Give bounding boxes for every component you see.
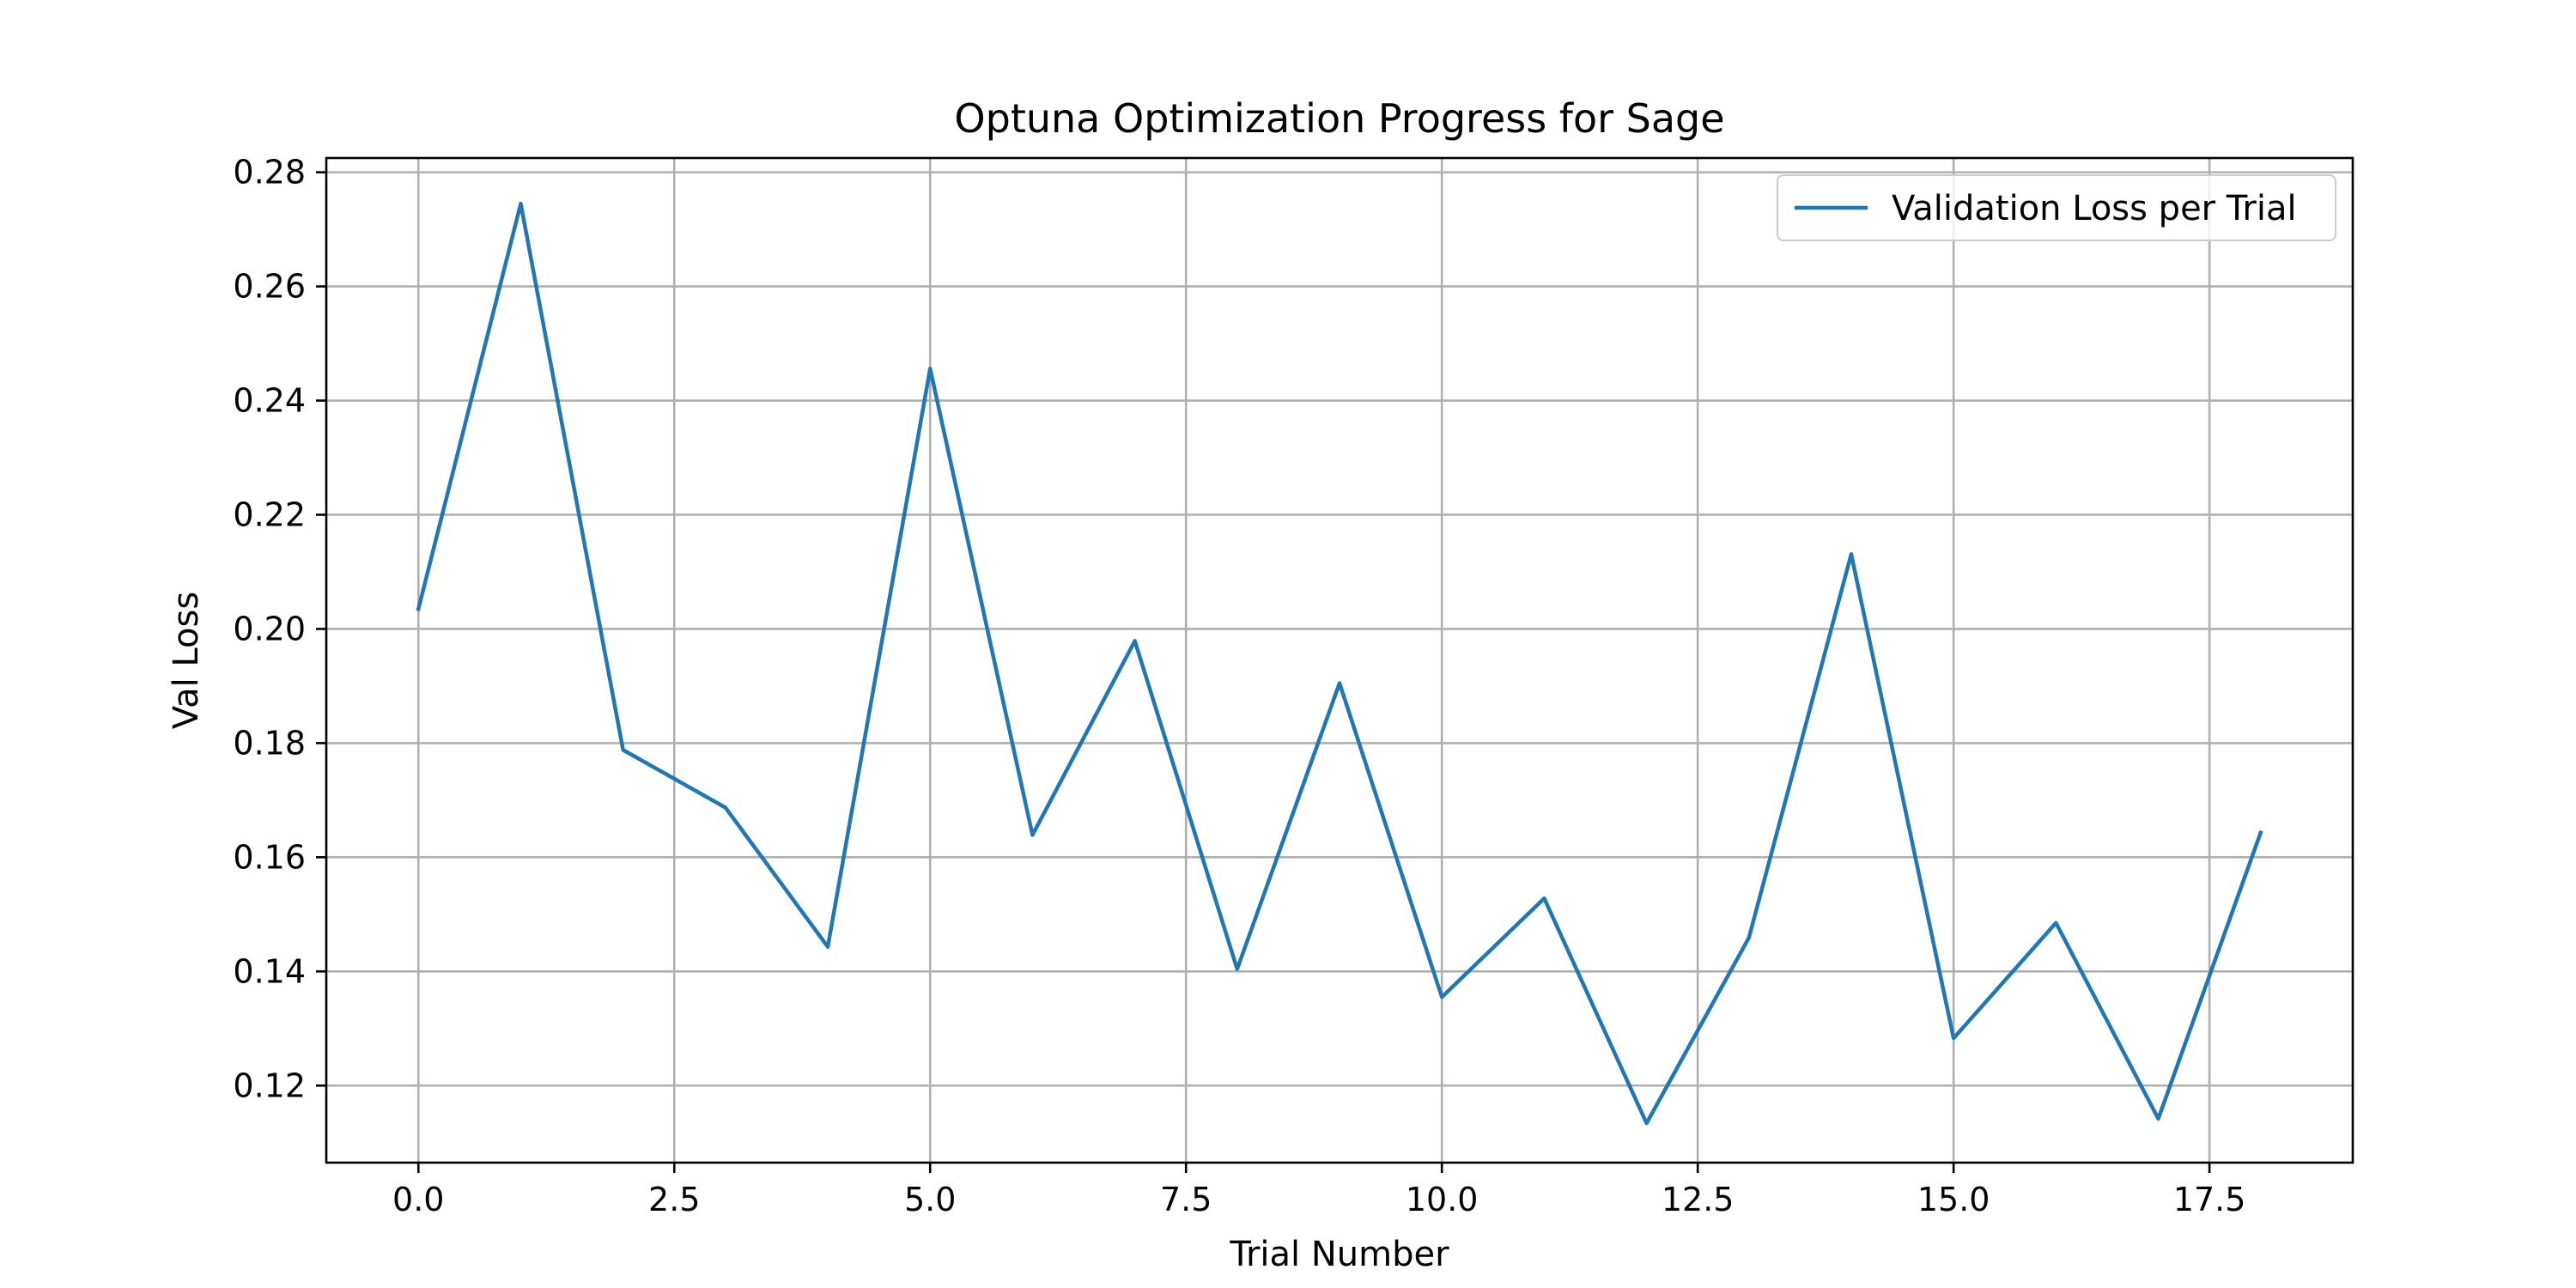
y-tick-label: 0.28: [233, 154, 306, 191]
x-tick-label: 2.5: [648, 1181, 700, 1218]
y-tick-label: 0.16: [233, 838, 306, 876]
plot-area-frame: [325, 156, 2354, 1164]
x-tick-label: 5.0: [904, 1181, 956, 1218]
y-tick-label: 0.18: [233, 724, 306, 762]
x-tick-label: 0.0: [392, 1181, 444, 1218]
y-axis-label: Val Loss: [167, 592, 206, 729]
x-tick-label: 15.0: [1917, 1181, 1990, 1218]
chart-title: Optuna Optimization Progress for Sage: [954, 95, 1724, 142]
x-axis-label: Trial Number: [1229, 1235, 1449, 1274]
y-tick-label: 0.24: [233, 382, 306, 420]
y-axis: 0.12 0.14 0.16 0.18 0.20 0.22 0.24 0.26 0.28: [233, 154, 326, 1104]
y-tick-label: 0.12: [233, 1066, 306, 1104]
legend-entry-validation-loss: Validation Loss per Trial: [1892, 189, 2297, 228]
x-tick-label: 17.5: [2173, 1181, 2246, 1218]
legend: Validation Loss per Trial: [1777, 174, 2336, 241]
series-line-validation-loss: [416, 201, 2263, 1126]
x-tick-label: 10.0: [1406, 1181, 1479, 1218]
y-tick-label: 0.22: [233, 495, 306, 533]
y-tick-label: 0.20: [233, 610, 306, 647]
legend-box: [1777, 174, 2336, 241]
y-tick-label: 0.14: [233, 952, 306, 990]
x-tick-label: 7.5: [1160, 1181, 1212, 1218]
y-tick-label: 0.26: [233, 268, 306, 306]
x-axis: 0.0 2.5 5.0 7.5 10.0 12.5 15.0 17.5: [392, 1163, 2245, 1218]
x-tick-label: 12.5: [1662, 1181, 1735, 1218]
series-layer: [416, 201, 2263, 1126]
